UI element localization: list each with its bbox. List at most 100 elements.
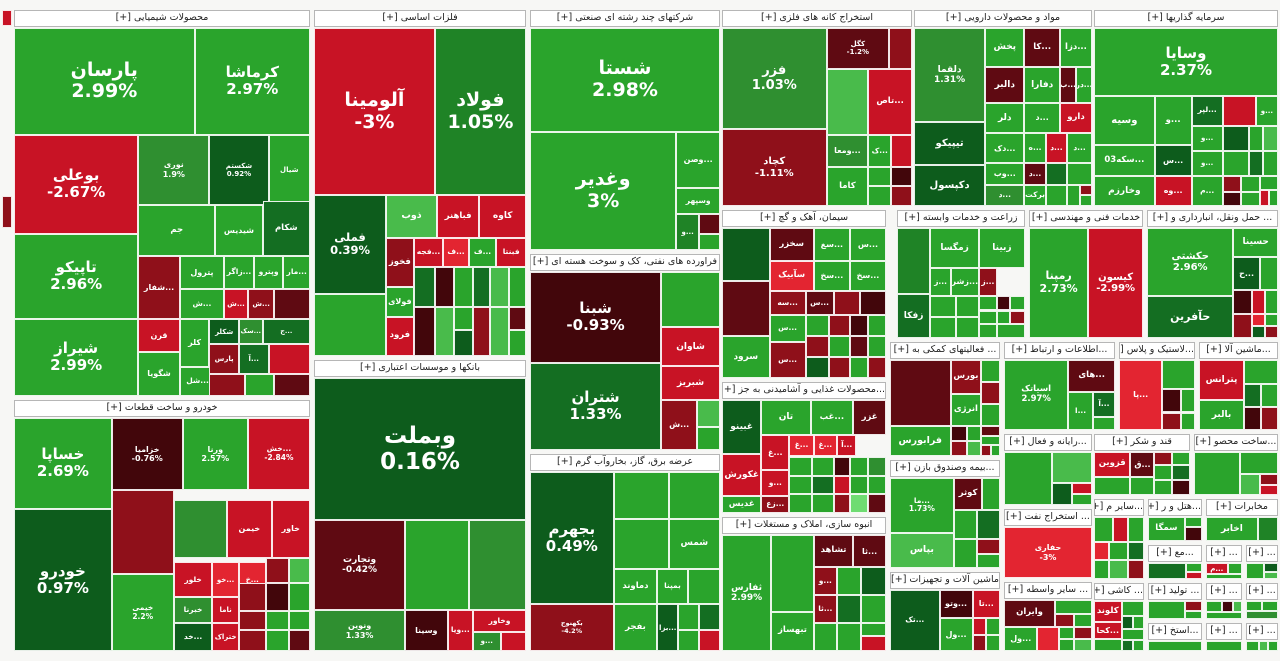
stock-tile[interactable] [289, 557, 310, 584]
stock-tile[interactable] [473, 267, 490, 307]
stock-tile[interactable]: شگویا [138, 351, 180, 396]
stock-tile[interactable] [697, 400, 720, 427]
stock-tile[interactable] [1121, 616, 1133, 629]
stock-tile[interactable]: ونوین 1.33% [314, 610, 406, 651]
stock-tile[interactable] [985, 634, 1000, 651]
stock-tile[interactable]: ...د [1024, 163, 1046, 185]
stock-tile[interactable] [1241, 175, 1260, 192]
stock-tile[interactable] [453, 306, 473, 330]
stock-tile[interactable] [996, 323, 1025, 338]
stock-tile[interactable] [1246, 610, 1278, 619]
stock-tile[interactable]: کلوند [1094, 601, 1122, 622]
sector-header[interactable]: انبوه سازی، املاک و مستغلات [+] [722, 517, 886, 534]
stock-tile[interactable]: ...ه [1024, 133, 1046, 164]
stock-tile[interactable] [289, 630, 310, 651]
stock-tile[interactable] [1251, 289, 1265, 314]
stock-tile[interactable]: شکلر [209, 318, 239, 345]
stock-tile[interactable]: ...ز [930, 267, 951, 297]
sector-header[interactable]: خودرو و ساخت قطعات [+] [14, 400, 310, 417]
stock-tile[interactable]: بورس [950, 360, 982, 394]
stock-tile[interactable] [1121, 601, 1144, 616]
stock-tile[interactable] [1052, 452, 1092, 483]
stock-tile[interactable] [1009, 296, 1025, 311]
stock-tile[interactable] [1259, 175, 1278, 190]
stock-tile[interactable]: ...آ [238, 344, 269, 374]
stock-tile[interactable] [1268, 641, 1278, 651]
stock-tile[interactable] [1128, 560, 1144, 579]
stock-tile[interactable] [668, 472, 720, 519]
stock-tile[interactable] [1004, 452, 1053, 505]
stock-tile[interactable] [833, 456, 850, 476]
stock-tile[interactable]: شیراز 2.99% [14, 318, 139, 396]
stock-tile[interactable] [1045, 184, 1068, 206]
stock-tile[interactable]: کچاد -1.11% [722, 129, 827, 206]
stock-tile[interactable]: فولای [386, 287, 414, 317]
stock-tile[interactable] [1058, 626, 1075, 639]
stock-tile[interactable] [1258, 641, 1269, 651]
stock-tile[interactable]: خساپا 2.69% [14, 418, 112, 509]
stock-tile[interactable] [967, 440, 982, 456]
stock-tile[interactable]: ...کحا [1094, 622, 1122, 639]
stock-tile[interactable]: وخاور [473, 610, 526, 632]
stock-tile[interactable] [861, 635, 886, 651]
stock-tile[interactable]: ...خد [173, 623, 213, 651]
stock-tile[interactable] [173, 499, 228, 558]
stock-tile[interactable]: فباهنر [436, 195, 480, 238]
stock-tile[interactable]: ...ما 1.73% [890, 478, 954, 533]
stock-tile[interactable]: وسینا [405, 610, 448, 651]
stock-tile[interactable]: جم [138, 204, 216, 257]
stock-tile[interactable]: غزر [853, 400, 886, 436]
stock-tile[interactable]: ...ومعا [826, 134, 869, 167]
stock-tile[interactable] [1154, 479, 1172, 495]
stock-tile[interactable] [289, 611, 310, 630]
sector-header[interactable]: ... [+] [1246, 583, 1278, 600]
stock-tile[interactable] [2, 10, 12, 26]
stock-tile[interactable] [867, 456, 886, 476]
stock-tile[interactable]: ...د [1024, 102, 1060, 133]
stock-tile[interactable] [265, 611, 290, 630]
stock-tile[interactable]: ...ا [1068, 392, 1093, 430]
stock-tile[interactable] [828, 315, 850, 336]
stock-tile[interactable] [981, 382, 1000, 405]
stock-tile[interactable]: ...و [473, 631, 501, 651]
stock-tile[interactable]: فبنتا [496, 237, 526, 268]
stock-tile[interactable] [972, 618, 986, 635]
stock-tile[interactable] [1222, 175, 1242, 192]
stock-tile[interactable]: بکهنوج -4.2% [530, 604, 614, 651]
stock-tile[interactable] [613, 518, 669, 569]
stock-tile[interactable]: کیسون -2.99% [1088, 228, 1143, 338]
stock-tile[interactable] [413, 267, 435, 307]
stock-tile[interactable] [1222, 95, 1256, 126]
stock-tile[interactable] [1261, 406, 1278, 430]
stock-tile[interactable] [1045, 163, 1068, 185]
stock-tile[interactable] [868, 186, 892, 206]
stock-tile[interactable] [1009, 310, 1025, 324]
stock-tile[interactable] [1259, 484, 1278, 495]
stock-tile[interactable] [978, 310, 997, 324]
stock-tile[interactable]: سخزر [769, 228, 814, 261]
stock-tile[interactable]: انرژی [950, 393, 982, 427]
stock-tile[interactable] [1092, 417, 1115, 430]
stock-tile[interactable]: فزر 1.03% [722, 28, 827, 130]
stock-tile[interactable] [836, 595, 862, 624]
stock-tile[interactable]: ...و [1154, 95, 1192, 146]
sector-header[interactable]: ...سایر م [+] [1094, 499, 1144, 516]
stock-tile[interactable]: شاوان [661, 327, 720, 367]
stock-tile[interactable]: وسپهر [676, 187, 720, 215]
sector-header[interactable]: ... کاشی [+] [1094, 583, 1144, 600]
stock-tile[interactable]: ...پا [1119, 360, 1163, 430]
stock-tile[interactable] [468, 519, 526, 611]
stock-tile[interactable] [891, 134, 912, 167]
stock-tile[interactable]: پارس [209, 344, 239, 374]
stock-tile[interactable] [1184, 610, 1202, 619]
stock-tile[interactable]: فرابورس [890, 426, 951, 456]
stock-tile[interactable]: ...وه [1154, 175, 1192, 206]
stock-tile[interactable] [1162, 389, 1181, 413]
stock-tile[interactable] [1263, 571, 1278, 579]
stock-tile[interactable]: ...د [1067, 133, 1092, 164]
stock-tile[interactable] [1244, 406, 1262, 430]
stock-tile[interactable] [836, 623, 862, 651]
stock-tile[interactable]: خودرو 0.97% [14, 508, 112, 651]
stock-tile[interactable]: ...ف [443, 237, 469, 268]
stock-tile[interactable] [859, 291, 886, 315]
